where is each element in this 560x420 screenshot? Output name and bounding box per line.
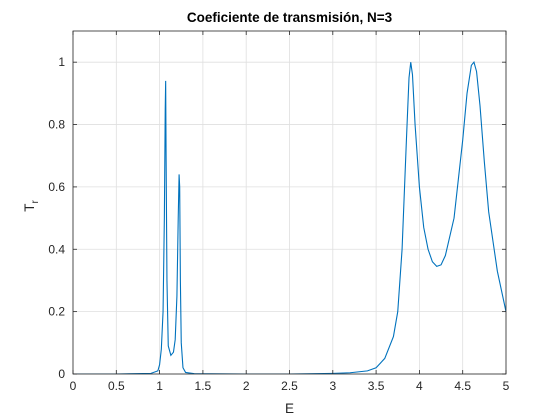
y-tick-label-0: 0 [58,367,65,381]
y-axis-label: Tr [22,200,41,212]
y-tick-label-3: 0.6 [48,180,65,194]
y-tick-label-4: 0.8 [48,118,65,132]
y-axis-label-subscript: r [30,200,41,204]
x-tick-label-1: 0.5 [108,379,125,393]
x-tick-label-5: 2.5 [281,379,298,393]
x-tick-label-9: 4.5 [454,379,471,393]
x-tick-label-8: 4 [416,379,423,393]
x-tick-label-10: 5 [503,379,510,393]
y-tick-label-1: 0.2 [48,305,65,319]
axis-ticks: 0 0.5 1 1.5 2 2.5 3 3.5 4 4.5 5 0 0.2 0.4 0.6 0.8 1 [48,31,510,393]
x-tick-label-7: 3.5 [368,379,385,393]
y-tick-label-2: 0.4 [48,242,65,256]
x-tick-label-2: 1 [156,379,163,393]
y-tick-label-5: 1 [58,55,65,69]
x-tick-label-0: 0 [70,379,77,393]
x-axis-label: E [285,401,294,416]
y-axis-label-main: T [22,204,37,212]
x-tick-label-6: 3 [329,379,336,393]
x-tick-label-4: 2 [243,379,250,393]
chart-title: Coeficiente de transmisión, N=3 [187,10,393,25]
x-tick-label-3: 1.5 [195,379,212,393]
transmission-curve [73,61,506,374]
